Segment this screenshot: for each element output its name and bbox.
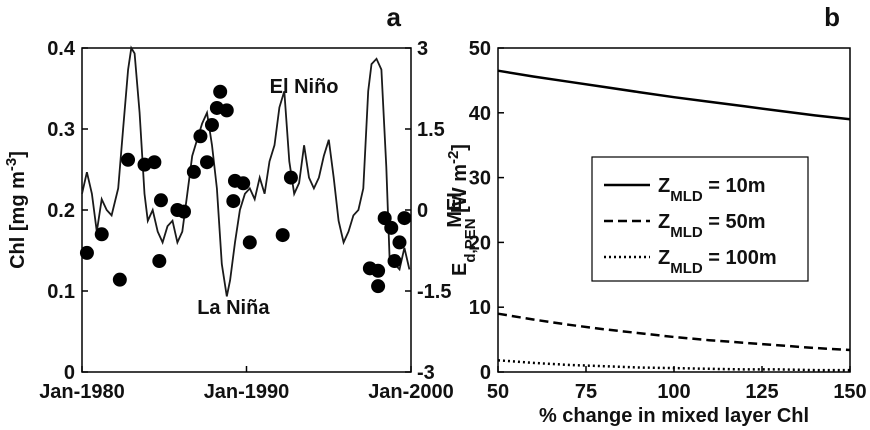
y-tick-label: 0.3 [47, 119, 75, 141]
chl-point [152, 254, 167, 269]
x-tick-label: 75 [575, 381, 597, 403]
label-part: Z [658, 175, 670, 197]
y2-tick-label: -3 [417, 362, 435, 384]
y2-tick-label: -1.5 [417, 281, 451, 303]
y-axis-label: Chl [mg m-3] [3, 151, 30, 269]
y-tick-label: 0.4 [47, 38, 76, 60]
chl-point [219, 103, 234, 118]
panel-label: b [824, 2, 840, 32]
chl-point [94, 227, 109, 242]
chl-point [176, 204, 191, 219]
legend-name: = 100m [703, 247, 777, 269]
label-part: d,PEN [462, 218, 479, 262]
y-tick-label: 0.1 [47, 281, 75, 303]
annotation: La Niña [197, 297, 270, 319]
chl-point [371, 263, 386, 278]
y-tick-label: 30 [469, 168, 491, 190]
y2-tick-label: 1.5 [417, 119, 445, 141]
y-tick-label: 0 [480, 362, 491, 384]
chl-point [226, 194, 241, 209]
legend-name: = 50m [703, 211, 766, 233]
chl-point [200, 155, 215, 170]
x-tick-label: Jan-1980 [39, 381, 125, 403]
chl-point [79, 245, 94, 260]
chl-point [283, 170, 298, 185]
chl-point [384, 220, 399, 235]
label-part: ] [7, 151, 29, 158]
label-part: MLD [670, 260, 703, 277]
plot-frame [81, 47, 412, 373]
chl-point [112, 272, 127, 287]
chl-point [121, 152, 136, 167]
chl-point [236, 176, 251, 191]
legend-box [591, 156, 809, 282]
y2-axis-label: MEI [444, 192, 466, 228]
label-part: Z [658, 211, 670, 233]
y-tick-label: 0.2 [47, 200, 75, 222]
legend-label: ZMLD = 100m [658, 247, 777, 277]
legend-label: ZMLD = 50m [658, 211, 766, 241]
y2-tick-label: 3 [417, 38, 428, 60]
series-line [81, 45, 411, 297]
y-tick-label: 20 [469, 232, 491, 254]
chl-point [242, 235, 257, 250]
legend-name: = 10m [703, 175, 766, 197]
y-tick-label: 50 [469, 38, 491, 60]
label-part: [W m [449, 164, 471, 218]
chl-point [153, 193, 168, 208]
series-line [497, 359, 850, 372]
x-tick-label: 125 [745, 381, 778, 403]
panel-label: a [387, 2, 402, 32]
chl-point [371, 279, 386, 294]
chl-point [397, 211, 412, 226]
label-part: Z [658, 247, 670, 269]
label-part: ] [449, 144, 471, 151]
annotation: El Niño [270, 76, 339, 98]
y2-tick-label: 0 [417, 200, 428, 222]
label-part: MLD [670, 188, 703, 205]
x-tick-label: 50 [487, 381, 509, 403]
chl-point [213, 84, 228, 99]
y-axis-label: Ed,PEN [W m-2] [445, 144, 479, 276]
chl-point [387, 254, 402, 269]
y-tick-label: 10 [469, 297, 491, 319]
chl-point [147, 155, 162, 170]
chl-point [193, 129, 208, 144]
label-part: -2 [445, 151, 462, 164]
series-line [497, 312, 851, 352]
x-tick-label: 100 [657, 381, 690, 403]
chl-point [204, 117, 219, 132]
chl-point [275, 228, 290, 243]
x-axis-label: % change in mixed layer Chl [539, 405, 809, 427]
x-tick-label: Jan-1990 [204, 381, 290, 403]
x-tick-label: 150 [833, 381, 866, 403]
chl-point [392, 235, 407, 250]
y-tick-label: 40 [469, 103, 491, 125]
legend-label: ZMLD = 10m [658, 175, 766, 205]
label-part: Chl [mg m [7, 171, 29, 269]
chl-point [186, 164, 201, 179]
x-tick-label: Jan-2000 [368, 381, 454, 403]
y-tick-label: 0 [64, 362, 75, 384]
label-part: E [449, 263, 471, 276]
label-part: -3 [3, 158, 20, 171]
series-line [497, 69, 851, 121]
label-part: MLD [670, 224, 703, 241]
